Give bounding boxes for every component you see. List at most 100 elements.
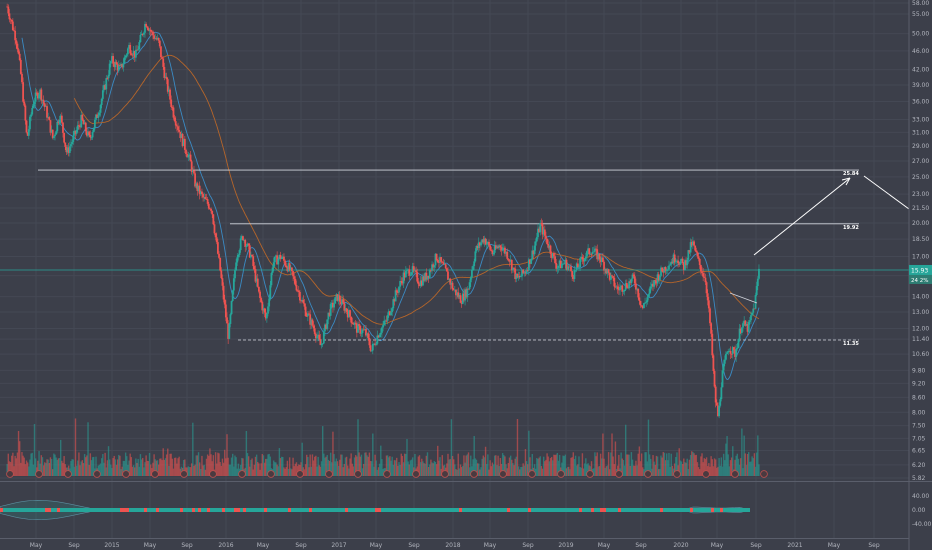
volume-bar [555, 454, 557, 476]
candle [627, 284, 629, 289]
candle [50, 125, 53, 134]
candle [611, 274, 613, 279]
candle-body [166, 79, 169, 92]
volume-bar [652, 455, 654, 476]
oscillator-histogram-bar [9, 508, 12, 512]
candle-body [93, 119, 96, 128]
projection-arrows[interactable] [729, 175, 910, 304]
oscillator-histogram-bar [468, 508, 471, 512]
candle-body [242, 236, 244, 241]
candle [420, 276, 423, 288]
volume-bar [83, 454, 86, 476]
candle [547, 239, 550, 250]
candle [91, 129, 94, 141]
volume-bar [176, 463, 178, 476]
candle [736, 343, 739, 351]
candle [658, 275, 661, 285]
volume-bar [686, 458, 688, 476]
candle [367, 331, 370, 341]
candle-body [98, 112, 101, 116]
candle-body [232, 278, 235, 291]
candle-body [374, 343, 376, 345]
candle-body [283, 256, 285, 261]
volume-bar [622, 460, 625, 476]
candle [341, 294, 343, 305]
candle-body [525, 270, 528, 274]
volume-bar [580, 467, 582, 476]
candle-body [116, 64, 119, 71]
volume-bar [269, 456, 271, 476]
candle [655, 277, 658, 288]
volume-bar [637, 453, 639, 476]
candle-body [24, 105, 27, 121]
candle-body [300, 300, 302, 302]
volume-bar [340, 454, 342, 476]
candle [557, 265, 560, 273]
volume-bar [529, 457, 531, 476]
candle-body [158, 40, 161, 47]
volume-bar [644, 452, 646, 476]
volume-bar [497, 455, 499, 476]
candle-body [465, 289, 468, 298]
candle-body [117, 65, 120, 71]
candle-body [172, 107, 175, 118]
oscillator-tick-label: 0.00 [912, 507, 926, 514]
volume-bar [479, 469, 481, 476]
volume-bar [327, 459, 330, 476]
volume-bar [468, 467, 471, 476]
candle-body [620, 285, 623, 287]
candle-body [627, 287, 629, 289]
candle [96, 112, 99, 119]
oscillator-histogram-bar [579, 508, 582, 512]
candle [101, 85, 104, 101]
volume-bar [726, 436, 728, 476]
candle-body [573, 270, 576, 279]
oscillator-histogram-bar [342, 508, 345, 512]
dividend-marker [209, 470, 217, 478]
volume-bar [659, 468, 661, 476]
volume-bar [175, 457, 177, 476]
candle-body [180, 133, 183, 139]
price-tick-label: 46.00 [912, 48, 929, 55]
candle [314, 332, 317, 343]
dividend-markers [6, 470, 768, 478]
volume-bar [198, 462, 201, 476]
oscillator-histogram-bar [279, 508, 282, 512]
candle [16, 41, 19, 53]
volume-bar [237, 463, 240, 476]
volume-bar [85, 457, 87, 476]
candle-body [324, 324, 326, 332]
candle [489, 244, 492, 252]
candle [220, 267, 223, 280]
volume-bar [651, 468, 653, 476]
candle [672, 252, 675, 266]
candle-body [165, 76, 168, 80]
time-tick-label: May [711, 542, 724, 549]
candle-body [685, 260, 687, 266]
candle [121, 63, 124, 70]
candle [346, 308, 349, 322]
volume-bar [430, 459, 432, 476]
volume-bar [654, 464, 657, 476]
candle-body [415, 270, 417, 273]
oscillator-histogram-bar [123, 508, 126, 512]
candle-body [68, 146, 71, 153]
candle-body [576, 263, 579, 268]
candle-body [539, 222, 542, 233]
candle-body [666, 269, 669, 271]
price-tick-label: 58.00 [912, 0, 929, 7]
candle-body [387, 311, 390, 316]
candle [9, 17, 12, 25]
candle [283, 253, 285, 264]
candle [267, 302, 269, 317]
candle [197, 185, 200, 193]
volume-bar [59, 439, 62, 476]
candle-body [467, 288, 470, 290]
oscillator-histogram-bar [288, 508, 291, 512]
candle-body [632, 274, 635, 277]
volume-bar [197, 452, 200, 476]
candle [239, 235, 242, 253]
candle-body [425, 272, 428, 280]
